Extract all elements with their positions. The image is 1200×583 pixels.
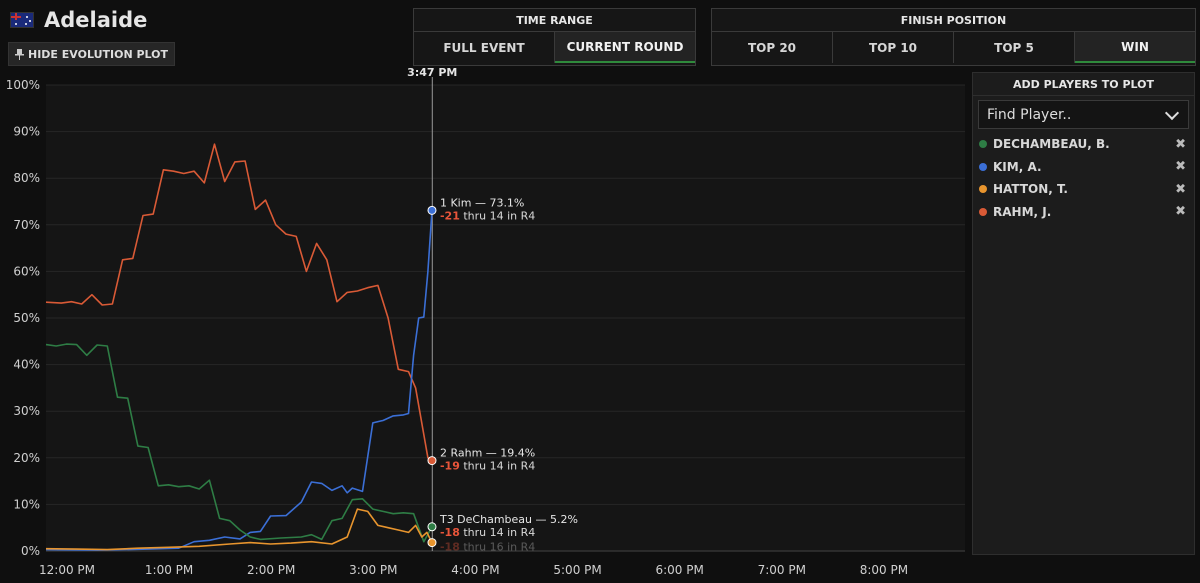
y-tick-label: 20% [13,451,40,465]
x-tick-label: 1:00 PM [145,563,193,577]
endpoint-marker-rahm [427,456,437,466]
endpoint-marker-dechambeau [427,522,437,532]
remove-player-icon[interactable]: ✖ [1175,181,1186,197]
player-name: HATTON, T. [993,182,1068,197]
y-tick-label: 0% [21,544,40,558]
page-title: Adelaide [44,8,148,32]
players-panel: ADD PLAYERS TO PLOT Find Player.. DECHAM… [972,72,1195,555]
time-range-full-event-tab[interactable]: FULL EVENT [414,32,555,63]
player-row[interactable]: KIM, A. ✖ [973,156,1194,179]
player-color-dot [979,207,987,216]
chevron-down-icon [1164,105,1180,120]
player-color-dot [979,185,987,194]
pin-icon [15,48,24,60]
player-list: DECHAMBEAU, B. ✖ KIM, A. ✖ HATTON, T. ✖ RAHM, … [973,133,1194,223]
y-tick-label: 60% [13,264,40,278]
find-player-dropdown[interactable]: Find Player.. [978,100,1189,129]
annotation-detail: -18 thru 14 in R4 [440,526,535,539]
y-tick-label: 50% [13,311,40,325]
x-tick-label: 12:00 PM [39,563,95,577]
time-cursor-label: 3:47 PM [407,66,457,79]
y-tick-label: 80% [13,171,40,185]
remove-player-icon[interactable]: ✖ [1175,159,1186,175]
finish-position-top20-tab[interactable]: TOP 20 [712,32,833,63]
win-probability-chart: 0% 10% 20% 30% 40% 50% 60% 70% 80% 90% 100% 12:00 P… [6,66,965,577]
player-color-dot [979,162,987,171]
australia-flag-icon [10,12,34,28]
time-range-selector: TIME RANGE FULL EVENT CURRENT ROUND [413,8,696,66]
annotation-thru: thru 14 in R4 [460,209,535,222]
finish-position-title: FINISH POSITION [712,9,1195,32]
annotation-score: -19 [440,460,460,473]
event-title-bar: Adelaide [10,8,147,32]
series-line-hatton [45,508,433,551]
endpoint-marker-kim [427,205,437,215]
y-tick-label: 30% [13,404,40,418]
y-tick-label: 90% [13,125,40,139]
player-row[interactable]: RAHM, J. ✖ [973,201,1194,224]
y-tick-label: 10% [13,497,40,511]
annotation-thru: thru 16 in R4 [460,541,535,554]
annotation-detail: -18 thru 16 in R4 [440,541,535,554]
annotation-score: -18 [440,526,460,539]
hide-evolution-plot-button[interactable]: HIDE EVOLUTION PLOT [8,42,176,66]
x-tick-label: 2:00 PM [247,563,295,577]
finish-position-top5-tab[interactable]: TOP 5 [954,32,1075,63]
player-name: RAHM, J. [993,204,1052,219]
x-tick-label: 5:00 PM [553,563,601,577]
finish-position-win-tab[interactable]: WIN [1075,32,1195,63]
time-range-current-round-tab[interactable]: CURRENT ROUND [555,32,695,63]
x-tick-label: 6:00 PM [655,563,703,577]
hide-evolution-plot-label: HIDE EVOLUTION PLOT [28,47,169,61]
y-tick-label: 70% [13,218,40,232]
find-player-placeholder: Find Player.. [987,106,1072,123]
x-tick-label: 3:00 PM [349,563,397,577]
annotation-label: 1 Kim — 73.1% [440,196,524,209]
remove-player-icon[interactable]: ✖ [1175,136,1186,152]
annotation-label: T3 DeChambeau — 5.2% [439,513,578,526]
y-tick-label: 100% [6,78,40,92]
player-row[interactable]: HATTON, T. ✖ [973,178,1194,201]
annotation-thru: thru 14 in R4 [460,460,535,473]
time-range-title: TIME RANGE [414,9,695,32]
player-row[interactable]: DECHAMBEAU, B. ✖ [973,133,1194,156]
players-panel-title: ADD PLAYERS TO PLOT [973,73,1194,96]
annotation-detail: -19 thru 14 in R4 [440,460,535,473]
series-line-rahm [45,143,433,462]
series-line-dechambeau [45,343,433,543]
finish-position-selector: FINISH POSITION TOP 20 TOP 10 TOP 5 WIN [711,8,1196,66]
finish-position-top10-tab[interactable]: TOP 10 [833,32,954,63]
y-tick-label: 40% [13,358,40,372]
endpoint-marker-hatton [427,538,437,548]
annotation-label: 2 Rahm — 19.4% [440,447,535,460]
player-name: DECHAMBEAU, B. [993,137,1110,152]
x-tick-label: 7:00 PM [758,563,806,577]
x-tick-label: 8:00 PM [860,563,908,577]
remove-player-icon[interactable]: ✖ [1175,204,1186,220]
annotation-thru: thru 14 in R4 [460,526,535,539]
x-tick-label: 4:00 PM [451,563,499,577]
player-color-dot [979,140,987,149]
series-line-kim [45,210,433,551]
annotation-score: -21 [440,209,460,222]
annotation-detail: -21 thru 14 in R4 [440,209,535,222]
player-name: KIM, A. [993,159,1042,174]
annotation-score: -18 [440,541,460,554]
